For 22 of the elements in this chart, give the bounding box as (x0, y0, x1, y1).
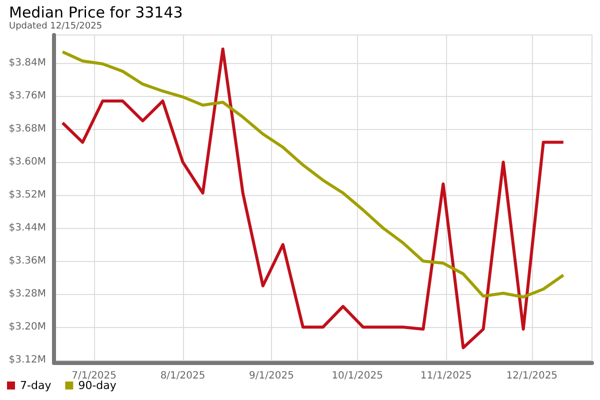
line-series (61, 50, 565, 298)
legend-label: 90-day (78, 379, 117, 392)
x-tick-label: 8/1/2025 (160, 370, 206, 382)
y-tick-label: $3.68M (8, 124, 46, 135)
y-tick-label: $3.76M (8, 90, 46, 102)
x-tick-label: 9/1/2025 (249, 370, 294, 382)
chart-subtitle: Updated 12/15/2025 (9, 22, 102, 32)
y-tick-label: $3.28M (8, 288, 46, 300)
y-tick-label: $3.36M (8, 256, 46, 267)
y-tick-label: $3.20M (8, 322, 46, 333)
x-tick-label: 12/1/2025 (506, 370, 558, 382)
legend-label: 7-day (20, 379, 52, 392)
x-tick-label: 10/1/2025 (332, 370, 383, 382)
y-tick-label: $3.52M (8, 190, 46, 201)
chart-title: Median Price for 33143 (9, 4, 183, 22)
y-tick-label: $3.84M (8, 58, 46, 69)
line-series (61, 48, 565, 350)
y-tick-label: $3.60M (8, 156, 46, 168)
x-tick-label: 7/1/2025 (72, 370, 117, 382)
y-tick-label: $3.44M (8, 222, 46, 234)
x-tick-label: 11/1/2025 (420, 370, 472, 382)
y-tick-label: $3.12M (8, 354, 46, 366)
